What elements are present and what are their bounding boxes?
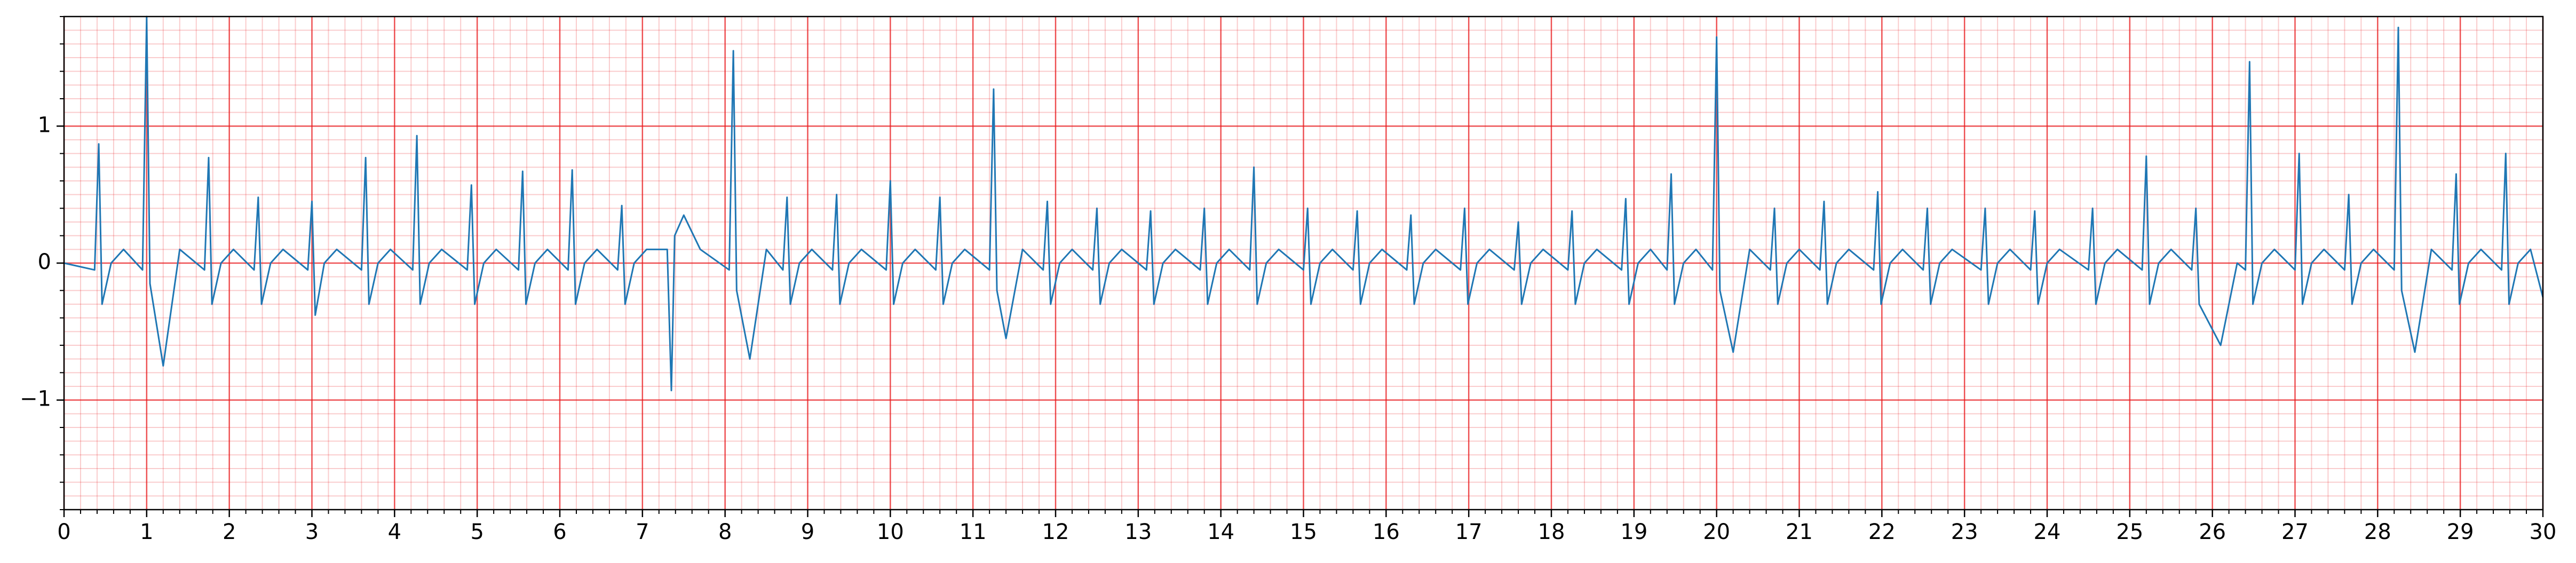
x-tick-label: 11 bbox=[960, 520, 987, 544]
x-tick-label: 27 bbox=[2281, 520, 2309, 544]
x-tick-label: 0 bbox=[57, 520, 70, 544]
plot-area bbox=[64, 15, 2544, 392]
y-tick-label: 0 bbox=[38, 250, 51, 274]
x-tick-label: 30 bbox=[2530, 520, 2557, 544]
x-tick-label: 29 bbox=[2447, 520, 2474, 544]
x-tick-label: 5 bbox=[470, 520, 484, 544]
x-tick-label: 21 bbox=[1786, 520, 1813, 544]
x-tick-label: 7 bbox=[636, 520, 649, 544]
ecg-line bbox=[64, 15, 2544, 392]
x-tick-label: 18 bbox=[1538, 520, 1565, 544]
x-tick-label: 10 bbox=[877, 520, 904, 544]
x-tick-label: 26 bbox=[2199, 520, 2226, 544]
x-tick-label: 24 bbox=[2034, 520, 2061, 544]
x-tick-label: 9 bbox=[801, 520, 814, 544]
x-tick-label: 16 bbox=[1373, 520, 1400, 544]
x-tick-label: 6 bbox=[553, 520, 566, 544]
x-tick-label: 4 bbox=[388, 520, 401, 544]
x-tick-label: 28 bbox=[2364, 520, 2391, 544]
x-tick-label: 14 bbox=[1207, 520, 1234, 544]
x-tick-label: 2 bbox=[223, 520, 236, 544]
x-tick-label: 15 bbox=[1290, 520, 1317, 544]
x-tick-label: 13 bbox=[1124, 520, 1152, 544]
x-tick-label: 3 bbox=[305, 520, 319, 544]
x-tick-label: 20 bbox=[1703, 520, 1730, 544]
x-tick-label: 23 bbox=[1951, 520, 1978, 544]
x-tick-label: 12 bbox=[1042, 520, 1069, 544]
axes: 0 1 2 3 4 5 6 7 8 9 10 11 12 13 14 15 16 17 18 19 20 21 22 23 24… bbox=[20, 15, 2557, 544]
y-tick-label: −1 bbox=[20, 387, 51, 411]
plot-frame bbox=[63, 15, 2544, 511]
x-tick-label: 25 bbox=[2116, 520, 2143, 544]
x-tick-label: 1 bbox=[140, 520, 153, 544]
y-tick-label: 1 bbox=[38, 113, 51, 137]
x-tick-label: 19 bbox=[1620, 520, 1647, 544]
x-tick-label: 8 bbox=[718, 520, 732, 544]
x-tick-label: 17 bbox=[1455, 520, 1483, 544]
x-tick-label: 22 bbox=[1868, 520, 1896, 544]
